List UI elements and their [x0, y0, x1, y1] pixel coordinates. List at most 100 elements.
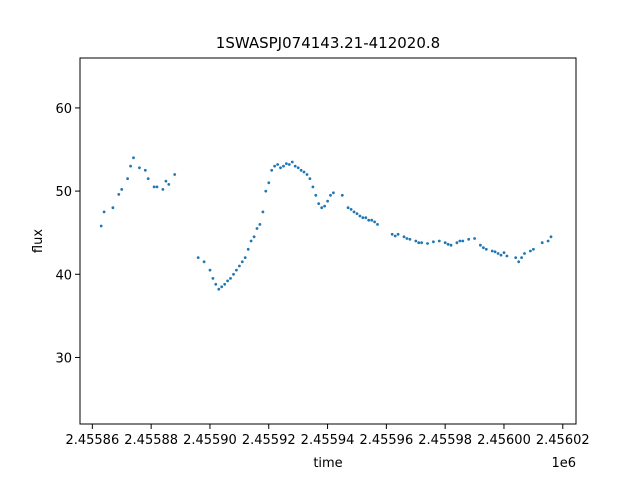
data-point [455, 241, 459, 245]
data-point [396, 232, 400, 236]
data-point [235, 268, 238, 272]
data-point [326, 199, 329, 203]
data-point [311, 185, 315, 189]
data-point [346, 206, 350, 210]
data-point [320, 206, 324, 210]
x-tick-label: 2.45594 [301, 433, 355, 448]
data-point [437, 239, 441, 243]
x-tick-label: 2.45586 [65, 433, 119, 448]
data-point [146, 177, 150, 181]
data-point [305, 173, 309, 176]
data-point [349, 208, 353, 211]
data-point [270, 168, 274, 172]
data-point [232, 272, 235, 276]
data-point [111, 206, 115, 210]
data-point [99, 224, 103, 228]
x-tick-label: 2.45590 [183, 433, 237, 448]
data-point [279, 166, 282, 170]
data-point [355, 212, 359, 216]
data-point [482, 246, 485, 250]
data-point [461, 239, 465, 243]
data-point [249, 239, 253, 243]
data-point [499, 253, 503, 257]
data-point [373, 220, 376, 224]
data-point [223, 282, 227, 286]
data-point [458, 239, 462, 243]
data-point [390, 232, 394, 236]
data-point [549, 235, 553, 239]
y-tick-label: 50 [55, 185, 72, 200]
data-point [514, 256, 518, 259]
data-point [332, 191, 335, 195]
data-point [243, 256, 247, 259]
data-point [296, 166, 300, 170]
data-point [340, 193, 344, 197]
data-point [361, 216, 365, 220]
data-point [414, 239, 418, 243]
data-point [376, 223, 379, 226]
data-point [402, 235, 406, 239]
data-point [352, 210, 356, 214]
data-point [432, 240, 435, 244]
x-axis-ticks: 2.45586 2.45588 2.45590 2.45592 2.45594 2.455… [65, 424, 590, 448]
data-point [532, 247, 535, 251]
data-point [252, 235, 256, 239]
data-point [164, 179, 168, 183]
data-point [408, 237, 412, 241]
data-point [496, 252, 500, 255]
data-point [229, 277, 232, 280]
data-point [449, 243, 453, 247]
data-point [120, 188, 124, 191]
data-point [367, 218, 371, 222]
x-tick-label: 2.45588 [124, 433, 178, 448]
data-point [276, 163, 279, 166]
data-point [258, 223, 262, 226]
data-point [217, 287, 221, 291]
data-point [267, 181, 271, 185]
data-point [208, 268, 212, 272]
data-point [329, 193, 332, 197]
data-point [420, 241, 423, 245]
data-point [240, 260, 244, 264]
data-point [473, 237, 476, 240]
data-point [314, 193, 318, 197]
data-point [173, 173, 177, 176]
data-point [520, 256, 523, 259]
data-point [479, 243, 482, 247]
data-point [152, 185, 156, 189]
data-point [467, 237, 471, 241]
data-point [323, 204, 326, 208]
data-point [358, 214, 362, 218]
data-point [405, 237, 409, 240]
y-axis-label: flux [31, 229, 46, 253]
x-tick-label: 2.45592 [242, 433, 296, 448]
data-point [370, 218, 374, 222]
x-axis-label: time [313, 456, 342, 471]
data-point [102, 210, 106, 214]
data-point [529, 249, 532, 253]
data-point [364, 216, 368, 220]
data-point [393, 234, 397, 238]
data-point [132, 156, 135, 160]
data-point [285, 162, 288, 166]
data-point [126, 177, 129, 181]
y-tick-label: 30 [55, 351, 72, 366]
data-point [540, 241, 544, 245]
data-point [484, 247, 488, 251]
data-point [196, 256, 200, 259]
data-point [517, 260, 521, 264]
data-point [261, 210, 265, 214]
data-point [264, 189, 268, 193]
data-point [155, 185, 159, 189]
y-axis-ticks: 30 40 50 60 [55, 102, 80, 366]
data-point [446, 242, 450, 246]
x-tick-label: 2.45596 [359, 433, 413, 448]
x-tick-label: 2.45602 [536, 433, 590, 448]
data-point [302, 170, 306, 174]
data-point [493, 250, 497, 254]
data-point [505, 254, 509, 258]
data-point [293, 164, 297, 168]
data-point [138, 166, 141, 170]
